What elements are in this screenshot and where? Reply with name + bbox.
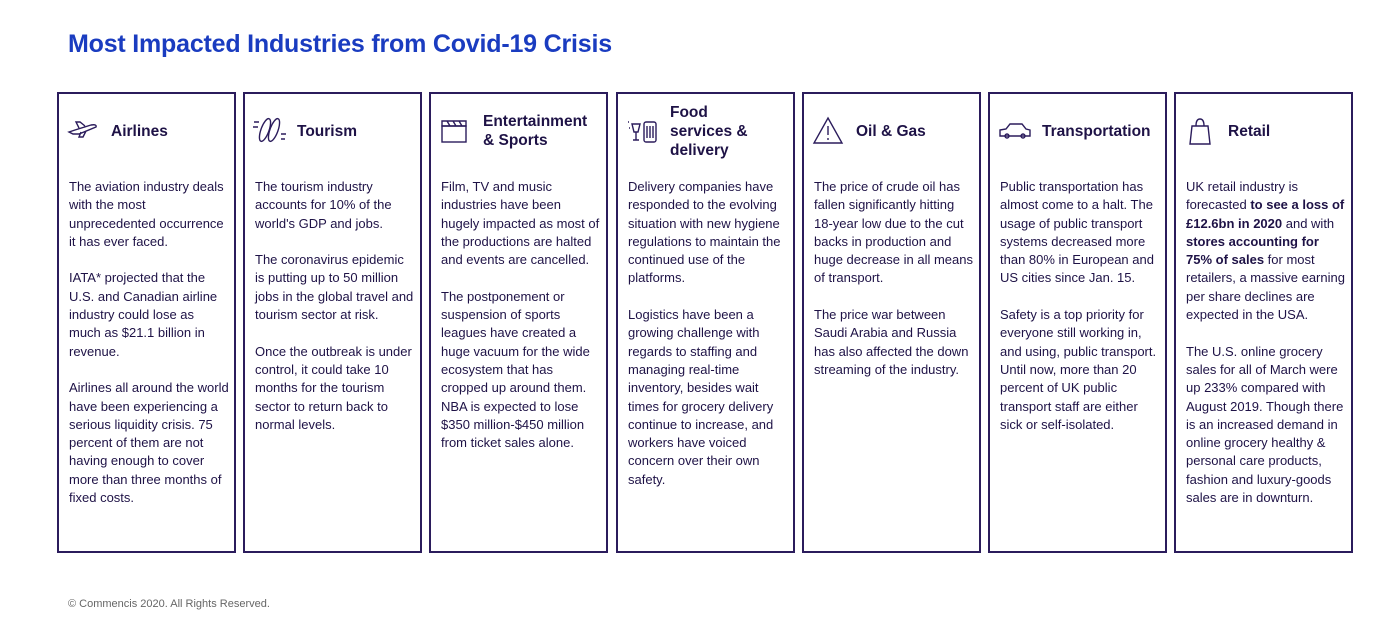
text-run: UK retail industry is forecasted xyxy=(1186,179,1298,213)
paragraph: The price of crude oil has fallen signif… xyxy=(814,178,974,288)
card-title: Airlines xyxy=(111,122,168,140)
card-header: Tourism xyxy=(253,98,416,164)
card-icon xyxy=(999,123,1031,139)
paragraph: Logistics have been a growing challenge … xyxy=(628,306,788,489)
icon-shape xyxy=(253,117,286,143)
text-run: The tourism industry accounts for 10% of… xyxy=(255,179,392,231)
card-title: Retail xyxy=(1228,122,1271,140)
icon-shape xyxy=(1189,118,1211,145)
text-run: The coronavirus epidemic is putting up t… xyxy=(255,252,414,323)
paragraph: UK retail industry is forecasted to see … xyxy=(1186,178,1346,324)
paragraph: The coronavirus epidemic is putting up t… xyxy=(255,251,415,324)
text-run: Airlines all around the world have been … xyxy=(69,380,229,506)
industry-card: Food services & delivery Delivery compani… xyxy=(616,92,795,553)
card-body: The aviation industry deals with the mos… xyxy=(69,178,229,526)
card-title: Entertainment & Sports xyxy=(483,113,588,149)
text-run: The price war between Saudi Arabia and R… xyxy=(814,307,969,377)
text-run: Once the outbreak is under control, it c… xyxy=(255,343,412,432)
paragraph: Film, TV and music industries have been … xyxy=(441,178,601,269)
industry-card: Tourism The tourism industry accounts for… xyxy=(243,92,422,553)
text-run: Public transportation has almost come to… xyxy=(1000,179,1154,286)
card-title: Food services & delivery xyxy=(670,103,748,159)
industry-card: Transportation Public transportation has … xyxy=(988,92,1167,553)
icon-shape xyxy=(67,121,97,138)
icon-shape xyxy=(628,121,657,143)
card-header: Airlines xyxy=(67,98,230,164)
paragraph: The price war between Saudi Arabia and R… xyxy=(814,306,974,379)
card-body: The tourism industry accounts for 10% of… xyxy=(255,178,415,452)
text-run: and with xyxy=(1282,215,1335,231)
icon-shape xyxy=(812,116,844,144)
card-header: Food services & delivery xyxy=(626,98,789,164)
paragraph: Public transportation has almost come to… xyxy=(1000,178,1160,288)
card-body: Public transportation has almost come to… xyxy=(1000,178,1160,452)
text-run: to see a loss of £12.6bn in 2020 xyxy=(1186,197,1345,231)
text-run: Logistics have been a growing challenge … xyxy=(628,307,774,487)
text-run: stores accounting for 75% of sales xyxy=(1186,233,1319,268)
card-icon xyxy=(441,120,467,143)
text-run: Delivery companies have responded to the… xyxy=(628,179,781,286)
paragraph: IATA* projected that the U.S. and Canadi… xyxy=(69,269,229,360)
card-icon xyxy=(628,121,657,143)
text-run: The U.S. online grocery sales for all of… xyxy=(1186,343,1344,506)
card-icon xyxy=(67,121,97,138)
card-body: UK retail industry is forecasted to see … xyxy=(1186,178,1346,526)
card-title: Tourism xyxy=(297,122,357,140)
paragraph: The U.S. online grocery sales for all of… xyxy=(1186,343,1346,508)
card-body: Film, TV and music industries have been … xyxy=(441,178,601,471)
text-run: Safety is a top priority for everyone st… xyxy=(1000,307,1157,432)
text-run: The aviation industry deals with the mos… xyxy=(69,179,224,249)
card-icon xyxy=(253,117,286,143)
paragraph: The tourism industry accounts for 10% of… xyxy=(255,178,415,233)
icon-shape xyxy=(441,120,467,143)
text-run: for most retailers, a massive earning pe… xyxy=(1186,252,1345,323)
industry-card: Entertainment & Sports Film, TV and music… xyxy=(429,92,608,553)
text-run: The price of crude oil has fallen signif… xyxy=(814,179,973,286)
card-title: Oil & Gas xyxy=(856,122,926,140)
icon-shape xyxy=(999,123,1031,139)
industry-card: Airlines The aviation industry deals with… xyxy=(57,92,236,553)
industry-card: Oil & Gas The price of crude oil has fall… xyxy=(802,92,981,553)
card-icon xyxy=(812,116,844,144)
paragraph: Airlines all around the world have been … xyxy=(69,379,229,507)
card-header: Entertainment & Sports xyxy=(439,98,602,164)
card-body: Delivery companies have responded to the… xyxy=(628,178,788,507)
text-run: The postponement or suspension of sports… xyxy=(441,288,590,451)
card-header: Oil & Gas xyxy=(812,98,975,164)
paragraph: The postponement or suspension of sports… xyxy=(441,288,601,453)
paragraph: Once the outbreak is under control, it c… xyxy=(255,343,415,434)
page-title: Most Impacted Industries from Covid-19 C… xyxy=(68,30,612,58)
text-run: Film, TV and music industries have been … xyxy=(441,179,600,268)
footer: © Commencis 2020. All Rights Reserved. xyxy=(68,598,270,610)
card-body: The price of crude oil has fallen signif… xyxy=(814,178,974,398)
text-run: IATA* projected that the U.S. and Canadi… xyxy=(69,270,218,359)
industry-card: Retail UK retail industry is forecasted t… xyxy=(1174,92,1353,553)
paragraph: Delivery companies have responded to the… xyxy=(628,178,788,288)
paragraph: Safety is a top priority for everyone st… xyxy=(1000,306,1160,434)
card-title: Transportation xyxy=(1042,122,1151,140)
card-icon xyxy=(1189,118,1211,145)
card-header: Retail xyxy=(1184,98,1347,164)
paragraph: The aviation industry deals with the mos… xyxy=(69,178,229,251)
card-header: Transportation xyxy=(998,98,1161,164)
